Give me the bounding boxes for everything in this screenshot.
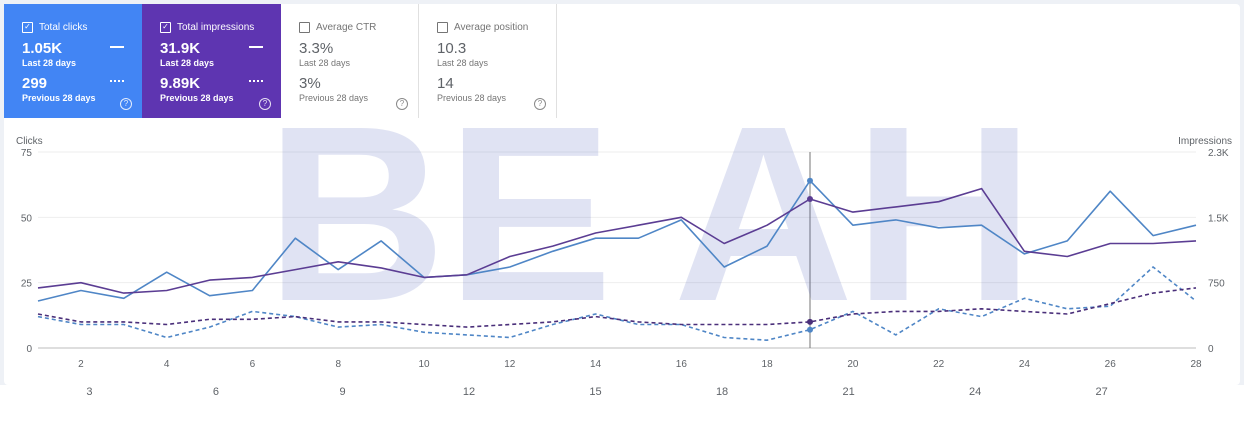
x-tick-label: 16: [676, 359, 688, 370]
help-icon[interactable]: ?: [534, 98, 546, 110]
card-previous-period: Previous 28 days: [437, 93, 507, 103]
help-icon[interactable]: ?: [259, 98, 271, 110]
series-line-clicks-previous: [37, 266, 1197, 342]
previous-x-tick-label: 21: [842, 386, 854, 398]
previous-x-tick-label: 9: [339, 386, 345, 398]
series-lines: [37, 177, 1197, 342]
x-tick-label: 22: [933, 359, 945, 370]
previous-x-tick-label: 18: [716, 386, 728, 398]
card-average-ctr[interactable]: Average CTR 3.3% Last 28 days 3% Previou…: [281, 4, 419, 118]
previous-x-tick-label: 6: [213, 386, 219, 398]
right-tick-label: 0: [1208, 344, 1214, 355]
card-average-position[interactable]: Average position 10.3 Last 28 days 14 Pr…: [419, 4, 557, 118]
card-total-impressions[interactable]: ✓ Total impressions 31.9K Last 28 days 9…: [142, 4, 281, 118]
previous-x-tick-label: 15: [589, 386, 601, 398]
left-tick-label: 75: [21, 148, 33, 159]
card-previous-period: Previous 28 days: [160, 93, 234, 103]
left-tick-label: 0: [26, 344, 32, 355]
previous-x-tick-label: 3: [86, 386, 92, 398]
card-period: Last 28 days: [22, 58, 77, 68]
card-previous-value: 3%: [299, 75, 321, 92]
x-tick-label: 10: [418, 359, 430, 370]
solid-line-legend-icon: [110, 46, 124, 48]
gridlines: [38, 151, 1196, 349]
right-tick-label: 750: [1208, 279, 1225, 290]
card-period: Last 28 days: [437, 58, 489, 68]
card-previous-period: Previous 28 days: [22, 93, 96, 103]
right-tick-label: 1.5K: [1208, 213, 1229, 224]
x-tick-label: 14: [590, 359, 602, 370]
checkbox-checked-icon[interactable]: ✓: [160, 21, 171, 33]
card-header: ✓ Total clicks: [22, 20, 130, 34]
x-tick-label: 20: [847, 359, 859, 370]
card-total-clicks[interactable]: ✓ Total clicks 1.05K Last 28 days 299 Pr…: [4, 4, 142, 118]
card-label: Total clicks: [39, 21, 88, 33]
right-tick-label: 2.3K: [1208, 148, 1229, 159]
card-value: 31.9K: [160, 40, 201, 57]
card-header: Average position: [437, 20, 544, 34]
x-tick-label: 24: [1019, 359, 1031, 370]
hover-point-clicks-current: [807, 177, 813, 184]
card-period: Last 28 days: [160, 58, 215, 68]
previous-x-tick-label: 24: [969, 386, 981, 398]
card-header: Average CTR: [299, 20, 406, 34]
card-previous-value: 299: [22, 75, 48, 92]
dotted-line-legend-icon: [110, 80, 124, 82]
left-tick-label: 25: [21, 279, 33, 290]
card-header: ✓ Total impressions: [160, 20, 269, 34]
x-tick-label: 28: [1190, 359, 1202, 370]
x-tick-label: 8: [335, 359, 341, 370]
previous-x-tick-label: 12: [463, 386, 475, 398]
x-tick-label: 26: [1105, 359, 1117, 370]
card-value: 1.05K: [22, 40, 63, 57]
left-tick-label: 50: [21, 213, 33, 224]
checkbox-unchecked-icon[interactable]: [437, 21, 448, 33]
card-previous-period: Previous 28 days: [299, 93, 369, 103]
x-tick-label: 6: [250, 359, 256, 370]
x-tick-label: 2: [78, 359, 84, 370]
x-tick-label: 12: [504, 359, 516, 370]
card-value: 3.3%: [299, 40, 334, 57]
card-previous-value: 9.89K: [160, 75, 201, 92]
card-label: Total impressions: [177, 21, 255, 33]
hover-point-impressions-previous: [807, 318, 813, 325]
card-period: Last 28 days: [299, 58, 351, 68]
series-line-impressions-current: [37, 187, 1197, 294]
right-axis-label: Impressions: [1178, 136, 1232, 147]
left-axis-label: Clicks: [16, 136, 43, 147]
solid-line-legend-icon: [249, 46, 263, 48]
card-label: Average CTR: [316, 21, 377, 33]
checkbox-unchecked-icon[interactable]: [299, 21, 310, 33]
previous-period-axis-strip: [0, 385, 1244, 421]
series-line-clicks-current: [37, 179, 1197, 302]
hover-point-clicks-previous: [807, 326, 813, 333]
card-label: Average position: [454, 21, 529, 33]
x-tick-label: 4: [164, 359, 170, 370]
card-value: 10.3: [437, 40, 467, 57]
dotted-line-legend-icon: [249, 80, 263, 82]
series-line-impressions-previous: [37, 287, 1197, 328]
previous-x-tick-label: 27: [1096, 386, 1108, 398]
watermark: BE AH: [266, 74, 1035, 353]
x-tick-label: 18: [762, 359, 774, 370]
help-icon[interactable]: ?: [396, 98, 408, 110]
hover-point-impressions-current: [807, 196, 813, 203]
help-icon[interactable]: ?: [120, 98, 132, 110]
card-previous-value: 14: [437, 75, 454, 92]
checkbox-checked-icon[interactable]: ✓: [22, 21, 33, 33]
